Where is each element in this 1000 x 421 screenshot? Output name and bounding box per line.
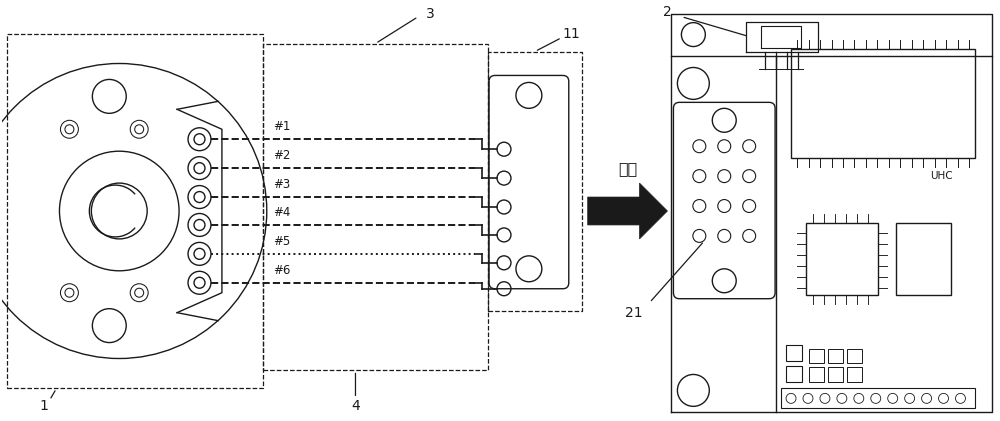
Text: #3: #3 bbox=[273, 178, 290, 191]
Bar bbox=[847, 349, 862, 363]
Bar bbox=[828, 368, 843, 382]
Text: #5: #5 bbox=[273, 235, 290, 248]
Bar bbox=[786, 344, 802, 360]
Text: 3: 3 bbox=[426, 7, 435, 21]
Text: 4: 4 bbox=[351, 400, 360, 413]
Text: #6: #6 bbox=[273, 264, 290, 277]
Bar bbox=[896, 223, 951, 295]
Text: 11: 11 bbox=[563, 27, 581, 40]
Text: #4: #4 bbox=[273, 206, 290, 219]
Text: #1: #1 bbox=[273, 120, 290, 133]
Bar bbox=[806, 223, 878, 295]
Polygon shape bbox=[588, 183, 667, 239]
Text: UHC: UHC bbox=[930, 171, 953, 181]
Bar bbox=[791, 48, 975, 158]
Text: 连接: 连接 bbox=[618, 161, 637, 176]
Text: 1: 1 bbox=[39, 400, 48, 413]
Text: 2: 2 bbox=[663, 5, 672, 19]
Bar bbox=[809, 349, 824, 363]
Bar bbox=[828, 349, 843, 363]
Text: 21: 21 bbox=[625, 306, 642, 320]
Bar bbox=[786, 367, 802, 382]
Bar bbox=[809, 368, 824, 382]
Text: #2: #2 bbox=[273, 149, 290, 162]
Bar bbox=[847, 368, 862, 382]
Bar bbox=[781, 389, 975, 408]
